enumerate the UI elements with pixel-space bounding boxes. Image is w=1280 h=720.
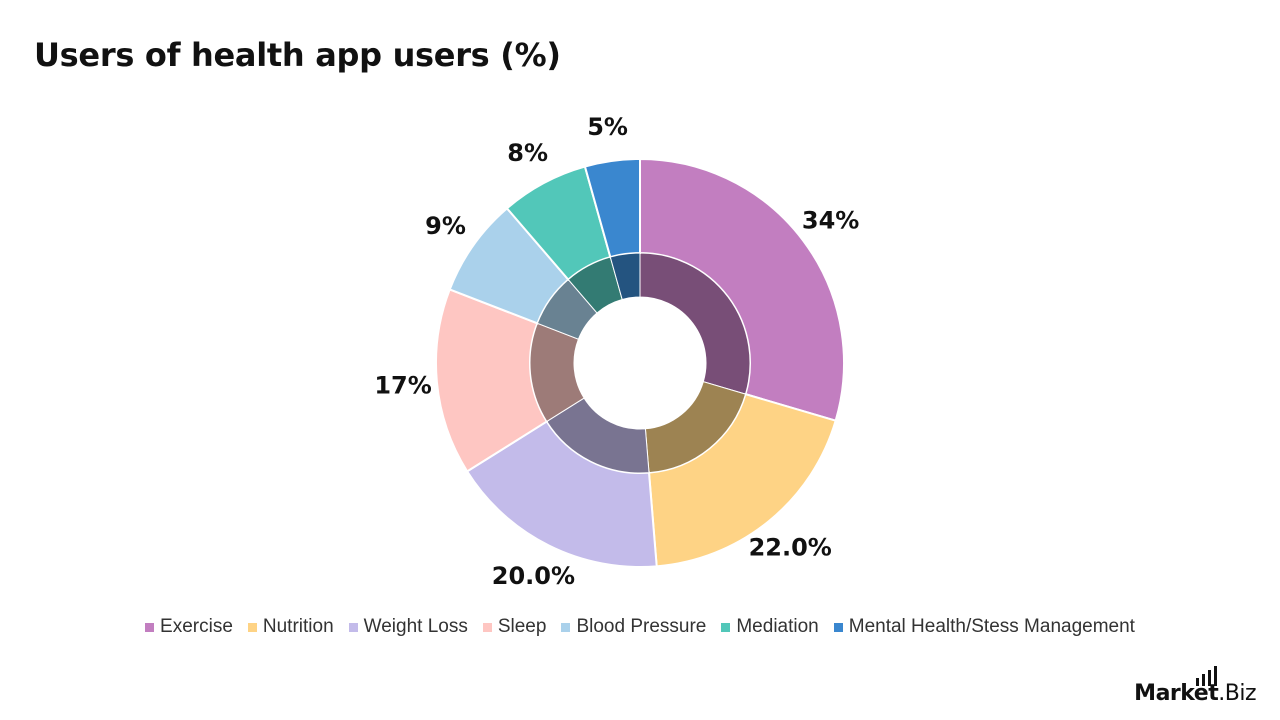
brand-logo: Market.Biz xyxy=(1134,666,1256,706)
data-label-blood-pressure: 9% xyxy=(425,212,466,240)
legend-label: Mediation xyxy=(736,616,819,637)
legend-label: Exercise xyxy=(160,616,233,637)
legend-swatch xyxy=(561,622,571,632)
legend-label: Nutrition xyxy=(262,616,334,637)
data-label-mediation: 8% xyxy=(507,139,548,167)
legend-item-mediation: Mediation xyxy=(721,616,819,638)
data-label-sleep: 17% xyxy=(374,372,431,400)
legend-swatch xyxy=(247,622,257,632)
legend: Exercise Nutrition Weight Loss Sleep Blood P… xyxy=(0,616,1280,638)
legend-item-weight-loss: Weight Loss xyxy=(348,616,468,638)
legend-item-sleep: Sleep xyxy=(482,616,547,638)
brand-name: Market.Biz xyxy=(1134,681,1256,706)
chart-title: Users of health app users (%) xyxy=(34,36,561,74)
legend-label: Mental Health/Stess Management xyxy=(848,616,1135,637)
legend-item-exercise: Exercise xyxy=(145,616,233,638)
legend-item-blood-pressure: Blood Pressure xyxy=(561,616,706,638)
legend-swatch xyxy=(833,622,843,632)
data-label-nutrition: 22.0% xyxy=(749,534,832,562)
legend-swatch xyxy=(145,622,155,632)
legend-swatch xyxy=(721,622,731,632)
legend-swatch xyxy=(482,622,492,632)
legend-label: Weight Loss xyxy=(363,616,468,637)
legend-swatch xyxy=(348,622,358,632)
brand-bars-icon xyxy=(1196,666,1217,686)
legend-item-mental-health-stess-management: Mental Health/Stess Management xyxy=(833,616,1135,638)
data-label-mental-health-stess-management: 5% xyxy=(587,113,628,141)
data-label-weight-loss: 20.0% xyxy=(492,562,575,590)
legend-label: Blood Pressure xyxy=(576,616,707,637)
data-label-exercise: 34% xyxy=(802,206,859,234)
inner-slice-mental-health-stess-management xyxy=(609,252,641,301)
inner-slice-exercise xyxy=(639,252,751,395)
legend-label: Sleep xyxy=(497,616,547,637)
legend-item-nutrition: Nutrition xyxy=(247,616,334,638)
